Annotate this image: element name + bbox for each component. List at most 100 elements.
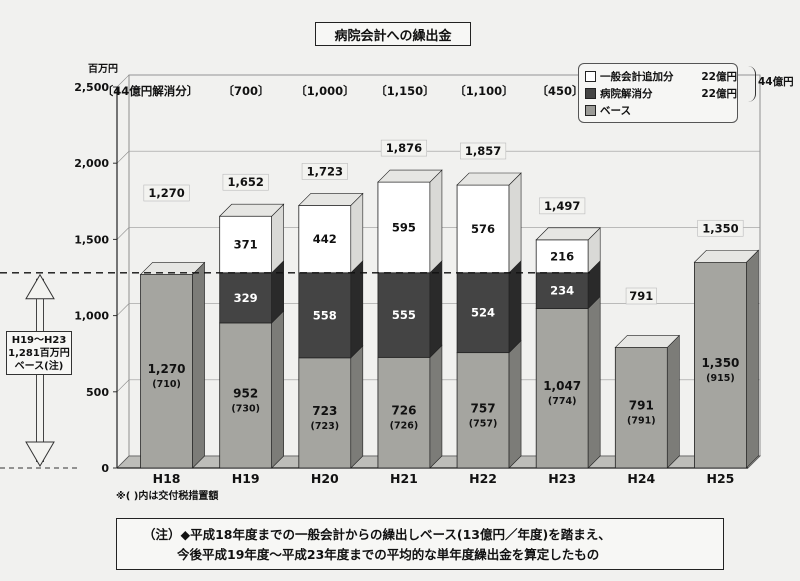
total-label-box	[625, 287, 657, 305]
x-tick-label: H21	[390, 471, 418, 486]
total-value-label: 1,270	[148, 186, 184, 200]
bar-segment	[298, 272, 352, 359]
bar-top	[377, 169, 443, 183]
bar-segment	[140, 274, 193, 469]
hospital-resolution-label: 329	[234, 291, 258, 305]
bar-side	[667, 334, 680, 469]
base-note-line3: ベース(注)	[14, 361, 64, 372]
note-line2: 今後平成19年度～平成23年度までの平均的な単年度繰出金を算定したもの	[177, 547, 600, 562]
arrow-down-head	[25, 441, 55, 467]
hospital-resolution-label: 555	[392, 308, 416, 322]
bar-side	[271, 310, 284, 469]
grid-diag	[116, 150, 130, 164]
bar-side	[429, 169, 443, 274]
legend-brace	[745, 66, 756, 102]
bar-segment	[456, 184, 510, 274]
bar-top	[535, 227, 601, 241]
legend-item-base: ベース	[585, 102, 737, 119]
total-label-box	[539, 197, 586, 215]
total-value-label: 1,876	[386, 141, 422, 155]
base-note-box: H19～H23 1,281百万円 ベース(注)	[6, 331, 72, 375]
total-value-label: 1,350	[702, 221, 738, 235]
chart-title: 病院会計への繰出金	[315, 22, 471, 46]
legend-swatch-white	[585, 71, 596, 82]
base-value-label: 1,270	[148, 362, 186, 376]
subsidy-label: (791)	[627, 416, 656, 427]
grid-diag	[116, 303, 130, 316]
bar-segment	[456, 272, 510, 354]
bar-top	[218, 203, 285, 217]
bar-top	[614, 335, 681, 348]
general-addition-label: 576	[471, 222, 495, 236]
bar-segment	[535, 308, 589, 469]
bar-segment	[614, 347, 668, 469]
x-tick-label: H25	[707, 471, 735, 486]
grid-diag	[116, 227, 130, 240]
legend: 一般会計追加分 22億円 病院解消分 22億円 ベース	[578, 63, 738, 123]
bar-side	[429, 260, 443, 359]
bracket-label: 〔450〕	[536, 84, 583, 98]
total-value-label: 1,497	[544, 199, 580, 213]
base-value-label: 791	[629, 399, 654, 413]
legend-label: ベース	[600, 105, 631, 117]
y-tick-label: 500	[86, 386, 109, 399]
bar-top	[139, 262, 206, 275]
bar-top	[693, 249, 760, 263]
bar-segment	[298, 357, 352, 469]
x-tick-label: H23	[548, 471, 576, 486]
subsidy-label: (730)	[231, 403, 260, 414]
general-addition-label: 442	[313, 232, 337, 246]
subsidy-label: (710)	[152, 379, 181, 390]
total-label-box	[301, 163, 348, 180]
total-value-label: 1,723	[307, 164, 343, 178]
bracket-label: 〔700〕	[222, 84, 269, 98]
bar-side	[508, 172, 522, 274]
bar-side	[192, 261, 205, 469]
bar-side	[350, 192, 364, 274]
grid-diag	[116, 74, 130, 88]
y-axis-unit: 百万円	[88, 64, 118, 75]
footnote: ※( )内は交付税措置額	[116, 491, 219, 502]
bar-segment	[219, 272, 273, 324]
bar-top	[298, 193, 364, 206]
subsidy-label: (723)	[311, 421, 340, 432]
legend-item-general-addition: 一般会計追加分 22億円	[585, 68, 737, 85]
subsidy-label: (915)	[706, 373, 735, 384]
bar-segment	[298, 205, 352, 274]
base-value-label: 952	[233, 386, 258, 400]
base-value-label: 757	[471, 401, 496, 415]
note-box: （注）◆平成18年度までの一般会計からの繰出しベース(13億円／年度)を踏まえ、…	[116, 518, 724, 570]
x-tick-label: H18	[153, 471, 181, 486]
legend-label: 一般会計追加分	[600, 71, 674, 83]
legend-amount: 22億円	[701, 71, 737, 83]
y-tick-label: 1,000	[74, 310, 109, 323]
bar-side	[746, 249, 759, 469]
base-value-label: 723	[312, 404, 337, 418]
general-addition-label: 216	[550, 249, 574, 263]
bracket-label: 〔1,150〕	[375, 84, 434, 98]
legend-swatch-dark	[585, 88, 596, 99]
bar-side	[350, 260, 364, 359]
hospital-resolution-label: 558	[313, 308, 337, 322]
bracket-label: 〔1,100〕	[454, 84, 513, 98]
legend-total: 44億円	[758, 76, 794, 88]
total-label-box	[697, 219, 744, 237]
subsidy-label: (774)	[548, 396, 577, 407]
base-value-label: 1,047	[543, 379, 581, 393]
bar-segment	[377, 272, 431, 358]
general-addition-label: 371	[234, 238, 258, 252]
arrow-up-head	[25, 273, 55, 300]
bar-side	[508, 339, 522, 469]
bar-segment	[535, 272, 589, 309]
legend-item-hospital-resolution: 病院解消分 22億円	[585, 85, 737, 102]
x-tick-label: H19	[232, 471, 260, 486]
x-tick-label: H24	[627, 471, 655, 486]
bar-side	[429, 344, 443, 469]
grid-diag	[116, 379, 130, 393]
x-tick-label: H20	[311, 471, 339, 486]
bracket-label: 〔1,000〕	[295, 84, 354, 98]
legend-swatch-gray	[585, 105, 596, 116]
total-label-box	[222, 173, 269, 191]
total-value-label: 1,857	[465, 144, 501, 158]
base-value-label: 1,350	[701, 356, 739, 370]
